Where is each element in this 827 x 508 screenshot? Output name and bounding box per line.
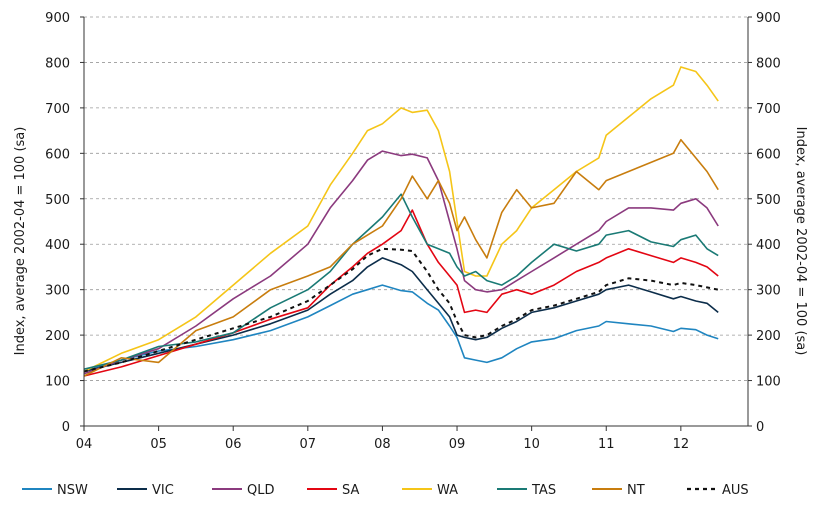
legend-label-tas: TAS [531, 483, 556, 498]
x-tick-labels: 04 05 06 07 08 09 10 11 12 [76, 437, 689, 452]
series-line-qld [83, 150, 719, 375]
x-tick-label: 10 [523, 437, 540, 452]
axes [80, 16, 752, 431]
series-line-vic [83, 257, 719, 373]
y-tick-label: 900 [45, 11, 70, 26]
series-line-sa [83, 209, 719, 377]
y-tick-label: 300 [756, 284, 781, 299]
x-tick-label: 04 [76, 437, 93, 452]
legend-label-vic: VIC [152, 483, 174, 498]
x-tick-label: 07 [300, 437, 317, 452]
gridlines [84, 16, 748, 381]
y-tick-label: 700 [756, 102, 781, 117]
legend-label-nsw: NSW [57, 483, 88, 498]
y-tick-label: 700 [45, 102, 70, 117]
y-tick-label: 900 [756, 11, 781, 26]
x-tick-label: 12 [673, 437, 690, 452]
y-tick-label: 800 [45, 56, 70, 71]
legend: NSW VIC QLD SA WA TAS NT AUS [22, 483, 749, 498]
y-tick-label: 800 [756, 56, 781, 71]
y-tick-label: 500 [756, 193, 781, 208]
y-tick-label: 400 [45, 238, 70, 253]
legend-label-aus: AUS [722, 483, 749, 498]
y-tick-label: 600 [45, 147, 70, 162]
y-tick-labels-right: 0 100 200 300 400 500 600 700 800 900 [756, 11, 781, 435]
y-tick-label: 500 [45, 193, 70, 208]
y-tick-label: 200 [45, 329, 70, 344]
series-line-tas [83, 193, 719, 370]
legend-label-wa: WA [437, 483, 458, 498]
series-lines [83, 66, 719, 377]
x-tick-label: 11 [598, 437, 615, 452]
y-tick-label: 600 [756, 147, 781, 162]
y-tick-label: 0 [756, 420, 764, 435]
y-axis-label-right: Index, average 2002-04 = 100 (sa) [793, 127, 808, 356]
y-tick-label: 100 [45, 375, 70, 390]
x-tick-label: 05 [150, 437, 167, 452]
y-tick-label: 0 [62, 420, 70, 435]
y-tick-label: 200 [756, 329, 781, 344]
x-tick-label: 09 [449, 437, 466, 452]
series-line-nt [83, 138, 719, 377]
y-tick-label: 300 [45, 284, 70, 299]
x-tick-label: 06 [225, 437, 242, 452]
series-line-nsw [83, 284, 719, 373]
y-tick-label: 400 [756, 238, 781, 253]
y-tick-label: 100 [756, 375, 781, 390]
series-line-wa [83, 66, 719, 373]
series-line-aus [83, 247, 719, 373]
y-axis-label-left: Index, average 2002-04 = 100 (sa) [13, 127, 28, 356]
legend-label-qld: QLD [247, 483, 275, 498]
legend-label-sa: SA [342, 483, 359, 498]
x-tick-label: 08 [374, 437, 391, 452]
legend-label-nt: NT [627, 483, 645, 498]
y-tick-labels-left: 0 100 200 300 400 500 600 700 800 900 [45, 11, 70, 435]
